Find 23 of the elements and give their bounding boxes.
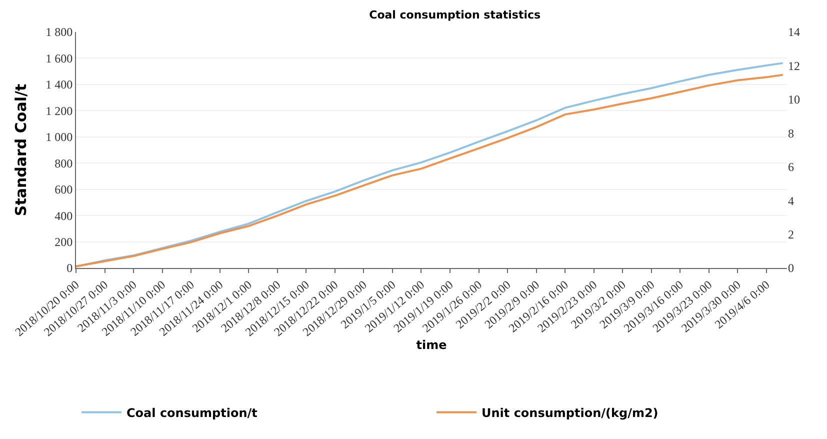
y-tick-label: 400 bbox=[54, 208, 73, 223]
legend-label: Coal consumption/t bbox=[126, 406, 258, 420]
y-tick-label: 1 600 bbox=[46, 51, 73, 66]
y-tick-label: 200 bbox=[54, 234, 73, 249]
y2-tick-label: 12 bbox=[788, 58, 800, 73]
y2-tick-label: 0 bbox=[788, 261, 794, 276]
y2-tick-label: 2 bbox=[788, 227, 794, 242]
y-tick-label: 600 bbox=[54, 182, 73, 197]
y2-tick-label: 10 bbox=[788, 92, 800, 107]
y-tick-label: 1 800 bbox=[46, 25, 73, 40]
y-tick-label: 800 bbox=[54, 156, 73, 170]
y2-tick-label: 6 bbox=[788, 160, 794, 174]
y2-tick-label: 8 bbox=[788, 126, 794, 140]
y-tick-label: 1 400 bbox=[46, 78, 73, 92]
y-tick-label: 0 bbox=[66, 261, 73, 276]
y2-tick-label: 4 bbox=[788, 194, 794, 208]
chart-title: Coal consumption statistics bbox=[369, 8, 542, 22]
x-axis-title: time bbox=[416, 338, 447, 352]
y2-tick-label: 14 bbox=[788, 25, 800, 40]
legend-label: Unit consumption/(kg/m2) bbox=[482, 406, 658, 420]
y-tick-label: 1 000 bbox=[46, 130, 73, 144]
y-axis-title: Standard Coal/t bbox=[12, 84, 30, 216]
y-tick-label: 1 200 bbox=[46, 104, 73, 118]
